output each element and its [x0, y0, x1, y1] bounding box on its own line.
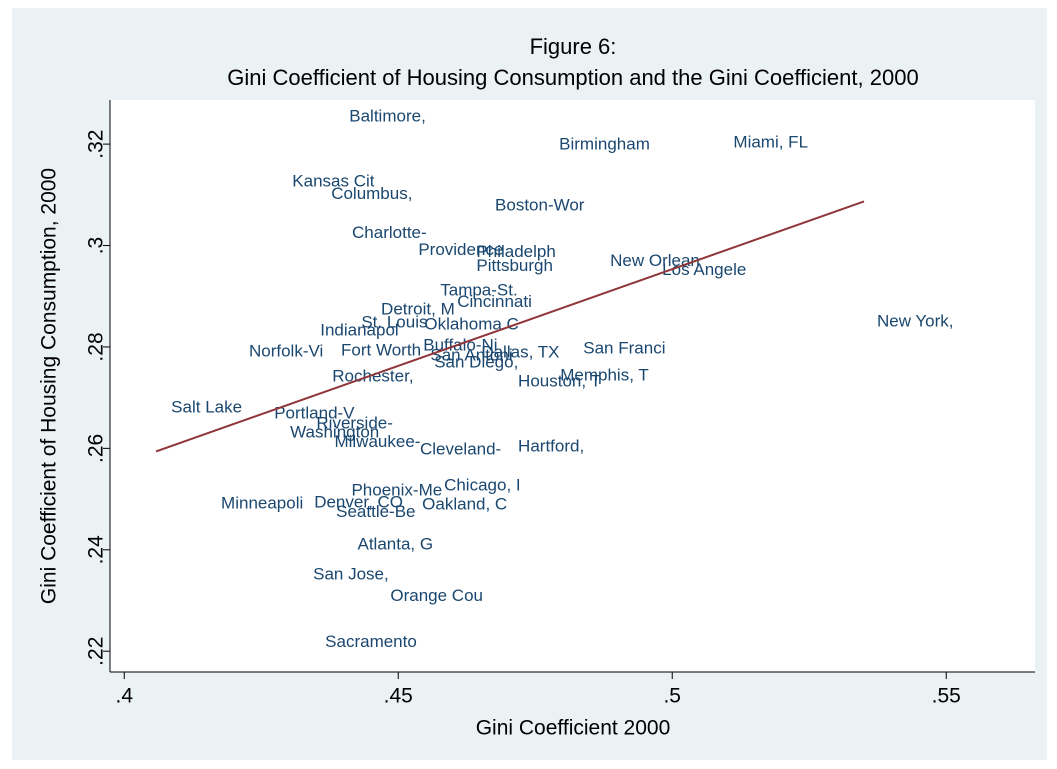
point-label: Sacramento [325, 632, 417, 651]
point-label: Seattle-Be [336, 502, 415, 521]
point-label: Providence [418, 240, 503, 259]
point-label: Birmingham [559, 135, 650, 154]
point-label: Tampa-St. [440, 281, 517, 300]
chart-subtitle: Gini Coefficient of Housing Consumption … [227, 65, 918, 90]
y-tick-label: .22 [85, 637, 108, 666]
y-tick-label: .3 [85, 237, 108, 255]
point-label: Salt Lake [171, 397, 242, 416]
y-tick-label: .26 [85, 434, 108, 463]
point-label: Hartford, [518, 436, 584, 455]
point-label: Houston, T [518, 371, 601, 390]
point-label: Boston-Wor [495, 195, 585, 214]
plot-region [110, 100, 1035, 672]
point-label: Pittsburgh [476, 256, 553, 275]
point-label: Dallas, TX [481, 343, 559, 362]
point-label: Oklahoma C [424, 315, 518, 334]
x-tick-label: .4 [115, 685, 133, 708]
point-label: Kansas Cit [292, 172, 374, 191]
point-label: Atlanta, G [357, 535, 433, 554]
x-tick-label: .5 [663, 685, 681, 708]
point-label: San Jose, [313, 565, 389, 584]
point-label: Miami, FL [733, 133, 808, 152]
point-label: Portland-V [274, 403, 355, 422]
point-label: Milwaukee- [334, 432, 420, 451]
point-label: Minneapoli [221, 494, 303, 513]
point-label: Detroit, M [381, 299, 455, 318]
point-label: New York, [877, 312, 954, 331]
point-label: Orange Cou [390, 586, 483, 605]
point-label: Phoenix-Me [351, 480, 442, 499]
point-label: Denver, CO [314, 493, 403, 512]
point-label: Chicago, I [444, 475, 521, 494]
point-label: San Diego, [434, 353, 518, 372]
point-label: San Antoni [430, 346, 512, 365]
point-label: Cincinnati [457, 292, 532, 311]
point-label: Los Angele [662, 260, 746, 279]
point-label: Charlotte- [352, 223, 427, 242]
x-tick-label: .55 [932, 685, 961, 708]
y-tick-label: .24 [85, 535, 108, 565]
x-tick-label: .45 [384, 685, 413, 708]
point-label: Philadelph [476, 242, 555, 261]
y-axis-title: Gini Coefficient of Housing Consumption,… [38, 168, 61, 604]
point-label: San Franci [583, 338, 665, 357]
point-label: Norfolk-Vi [249, 342, 323, 361]
y-tick-label: .32 [85, 130, 108, 159]
point-label: Riverside- [316, 414, 393, 433]
x-axis-title: Gini Coefficient 2000 [476, 717, 671, 740]
fit-line [155, 200, 865, 453]
point-label: Fort Worth [341, 340, 421, 359]
point-label: Cleveland- [420, 439, 501, 458]
point-label: Memphis, T [560, 365, 649, 384]
y-tick-label: .28 [85, 332, 108, 361]
point-label: Columbus, [331, 184, 412, 203]
point-label: Indianapol [320, 321, 398, 340]
point-label: Baltimore, [349, 107, 426, 126]
point-label: Washington [290, 423, 379, 442]
point-label: Oakland, C [422, 495, 507, 514]
chart-title: Figure 6: [530, 34, 617, 59]
point-label: New Orlean [610, 251, 700, 270]
point-label: St. Louis [361, 313, 427, 332]
